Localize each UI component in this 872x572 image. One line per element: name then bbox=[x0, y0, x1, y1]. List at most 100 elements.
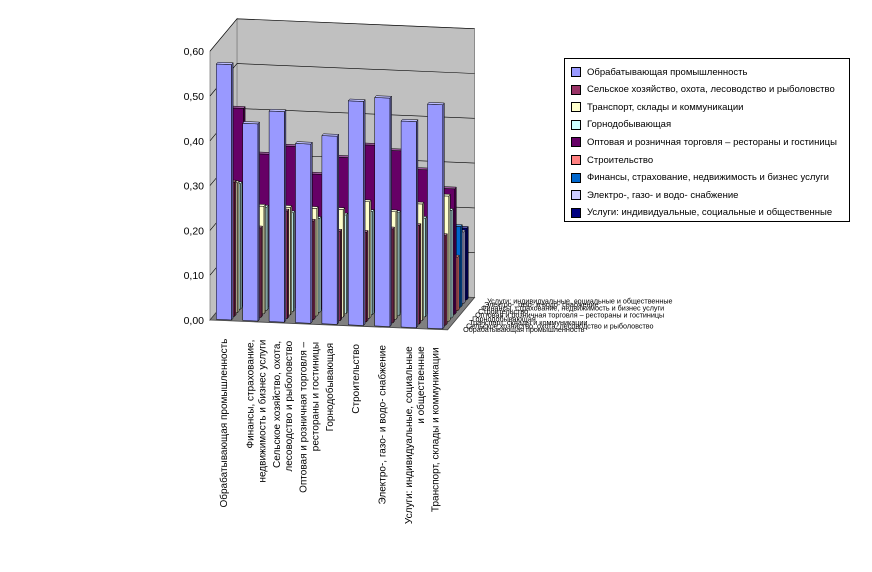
bar-side bbox=[369, 199, 372, 319]
bar-top bbox=[426, 102, 445, 106]
bar-top bbox=[294, 141, 313, 145]
depth-axis-label: Финансы, страхование, недвижимость и биз… bbox=[481, 304, 664, 313]
bar-top bbox=[400, 118, 419, 122]
depth-axis-label: Услуги: индивидуальные, социальные и общ… bbox=[487, 296, 672, 305]
legend-item: Электро-, газо- и водо- снабжение bbox=[571, 188, 738, 202]
x-category-label: Услуги: индивидуальные, социальныеи обще… bbox=[404, 346, 427, 524]
y-tick-label: 0,30 bbox=[184, 181, 205, 193]
chart-bar bbox=[215, 61, 234, 321]
bar-side bbox=[316, 206, 319, 317]
x-category-label: Транспорт, склады и коммуникации bbox=[430, 347, 441, 512]
depth-axis-label: Сельское хозяйство, охота, лесоводство и… bbox=[466, 322, 653, 331]
legend-item: Сельское хозяйство, охота, лесоводство и… bbox=[571, 83, 835, 97]
legend-label: Горнодобывающая bbox=[587, 119, 672, 131]
bar-side bbox=[345, 212, 348, 315]
legend-swatch bbox=[571, 207, 581, 218]
chart-bar bbox=[268, 108, 287, 323]
bar-front bbox=[242, 123, 259, 322]
x-category-label-line: Финансы, страхование, bbox=[246, 340, 257, 449]
chart-gridline bbox=[209, 18, 475, 52]
legend-label: Строительство bbox=[587, 154, 654, 166]
y-tick-label: 0,00 bbox=[184, 315, 205, 327]
bar-side bbox=[460, 224, 463, 308]
y-tick-label: 0,10 bbox=[184, 270, 205, 282]
bar-top bbox=[321, 133, 340, 137]
legend-label: Финансы, страхование, недвижимость и биз… bbox=[587, 172, 829, 184]
bar-front bbox=[348, 100, 364, 326]
chart-bar bbox=[347, 98, 366, 327]
bar-side bbox=[451, 207, 454, 319]
legend-item: Финансы, страхование, недвижимость и биз… bbox=[571, 171, 829, 185]
legend-swatch bbox=[571, 119, 581, 130]
bar-side bbox=[257, 121, 260, 322]
legend-item: Обрабатывающая промышленность bbox=[571, 65, 747, 79]
bar-side bbox=[310, 141, 313, 324]
bar-side bbox=[287, 208, 290, 320]
legend-swatch bbox=[571, 137, 581, 148]
bar-side bbox=[231, 62, 234, 321]
legend-swatch bbox=[571, 190, 581, 201]
bar-side bbox=[313, 218, 316, 321]
chart-bar bbox=[242, 121, 261, 322]
x-category-label: Сельское хозяйство, охота,лесоводство и … bbox=[272, 340, 295, 471]
x-category-label-line: Транспорт, склады и коммуникации bbox=[430, 347, 441, 512]
x-category-label-line: лесоводство и рыболовство bbox=[283, 340, 295, 471]
x-category-label-line: Электро-, газо- и водо- снабжение bbox=[377, 345, 389, 505]
bar-top bbox=[347, 98, 366, 102]
chart-legend: Обрабатывающая промышленность Сельское хо… bbox=[564, 58, 850, 222]
bar-side bbox=[263, 203, 266, 315]
bar-front bbox=[427, 103, 444, 330]
bar-side bbox=[463, 229, 466, 305]
bar-side bbox=[466, 225, 469, 301]
x-category-label: Горнодобывающая bbox=[324, 343, 336, 432]
chart-bar bbox=[400, 118, 419, 329]
bar-side bbox=[416, 119, 419, 329]
y-tick-label: 0,50 bbox=[184, 91, 205, 103]
y-tick-label: 0,20 bbox=[184, 225, 205, 237]
x-category-label-line: Обрабатывающая промышленность bbox=[218, 339, 230, 508]
bar-side bbox=[319, 215, 322, 314]
legend-swatch bbox=[571, 172, 581, 183]
bar-side bbox=[237, 180, 240, 314]
x-category-label: Оптовая и розничная торговля –рестораны … bbox=[298, 341, 321, 492]
legend-label: Электро-, газо- и водо- снабжение bbox=[587, 189, 739, 201]
bar-side bbox=[284, 109, 287, 323]
y-tick-label: 0,60 bbox=[184, 46, 205, 58]
bar-side bbox=[389, 95, 392, 328]
legend-swatch bbox=[571, 84, 581, 95]
bar-top bbox=[374, 95, 393, 99]
depth-axis-label: Оптовая и розничная торговля – рестораны… bbox=[475, 311, 664, 320]
bar-side bbox=[240, 181, 243, 310]
depth-axis-label: Электро-, газо- и водо- снабжение bbox=[484, 300, 599, 309]
bar-side bbox=[448, 193, 451, 323]
bar-front bbox=[374, 97, 391, 327]
legend-item: Строительство bbox=[571, 153, 653, 167]
legend-label: Транспорт, склады и коммуникации bbox=[587, 101, 744, 113]
legend-item: Услуги: индивидуальные, социальные и общ… bbox=[571, 206, 832, 220]
depth-axis-label: Обрабатывающая промышленность bbox=[463, 325, 585, 334]
bar-side bbox=[398, 210, 401, 317]
bar-side bbox=[290, 204, 293, 316]
x-category-label-line: Горнодобывающая bbox=[324, 343, 336, 432]
bar-side bbox=[457, 254, 460, 312]
bar-side bbox=[454, 186, 457, 316]
x-category-label: Финансы, страхование,недвижимость и бизн… bbox=[246, 340, 269, 483]
bar-side bbox=[392, 226, 395, 324]
bar-front bbox=[268, 110, 285, 323]
depth-axis-label: Горнодобывающая bbox=[472, 314, 536, 323]
bar-front bbox=[216, 63, 232, 321]
bar-side bbox=[395, 209, 398, 321]
legend-item: Транспорт, склады и коммуникации bbox=[571, 100, 743, 114]
chart-bar bbox=[321, 133, 340, 326]
bar-side bbox=[363, 99, 366, 327]
x-category-label: Обрабатывающая промышленность bbox=[218, 339, 230, 508]
x-category-label-line: Услуги: индивидуальные, социальные bbox=[404, 346, 415, 524]
bar-front bbox=[321, 135, 338, 325]
x-category-label-line: Строительство bbox=[351, 344, 362, 414]
legend-swatch bbox=[571, 102, 581, 113]
bar-side bbox=[234, 179, 237, 318]
legend-item: Оптовая и розничная торговля – рестораны… bbox=[571, 135, 837, 149]
x-category-label-line: и общественные bbox=[415, 346, 427, 424]
